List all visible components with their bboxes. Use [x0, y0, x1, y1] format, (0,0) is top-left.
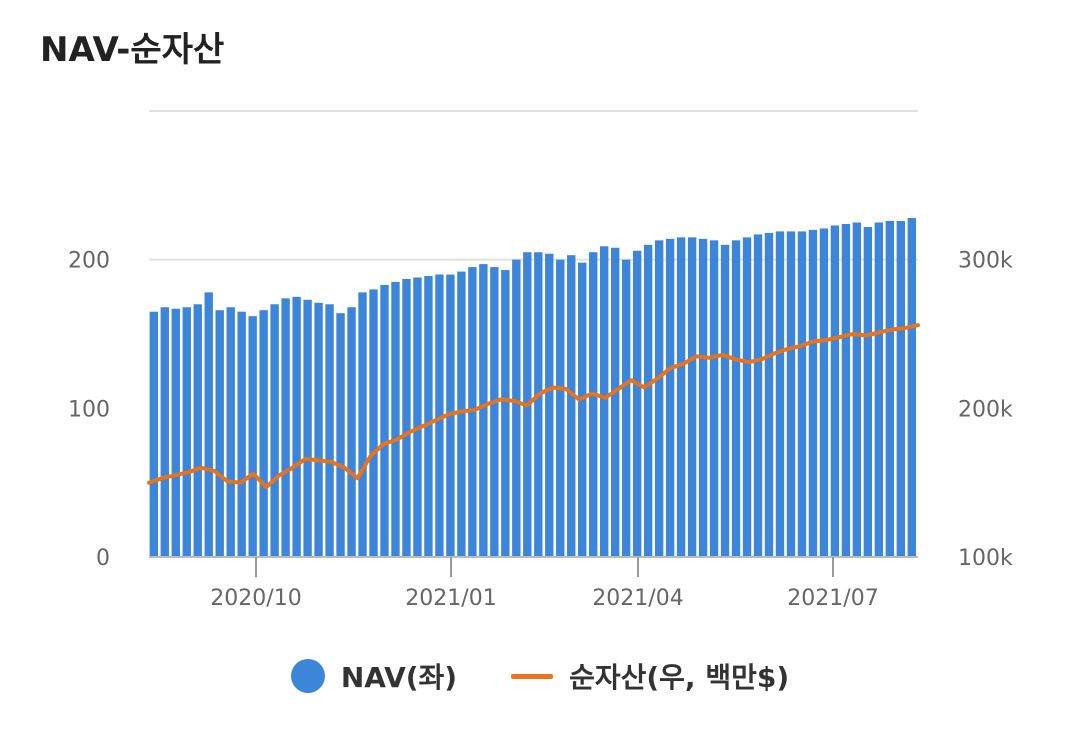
- nav-bar: [621, 259, 631, 557]
- nav-bar: [885, 221, 895, 557]
- nav-bar: [281, 298, 290, 557]
- x-tick-label: 2021/01: [405, 586, 496, 611]
- nav-bar: [841, 223, 851, 557]
- y-right-tick-label: 100k: [958, 546, 1013, 571]
- nav-bar: [600, 246, 609, 557]
- nav-bar: [490, 267, 499, 557]
- y-axis-left: 0 100 200: [68, 249, 110, 571]
- y-axis-right: 100k 200k 300k: [958, 249, 1013, 571]
- nav-bar: [182, 307, 191, 557]
- nav-bar: [556, 259, 565, 557]
- nav-bar: [676, 237, 686, 557]
- nav-bar: [852, 222, 862, 557]
- nav-bar: [611, 247, 620, 558]
- nav-bar: [248, 316, 257, 557]
- legend-dot-icon: [290, 659, 325, 693]
- nav-bar: [643, 244, 653, 558]
- assets-line-path: [147, 323, 920, 490]
- nav-bar: [720, 244, 730, 558]
- legend-label-assets: 순자산(우, 백만$): [569, 661, 790, 694]
- chart-title: NAV-순자산: [40, 30, 225, 70]
- nav-bar: [204, 292, 213, 557]
- y-left-tick-label: 200: [68, 249, 110, 274]
- y-left-tick-label: 0: [96, 546, 110, 571]
- nav-bar: [731, 240, 741, 557]
- nav-bar: [742, 237, 752, 557]
- nav-bar: [501, 270, 510, 557]
- nav-bar: [160, 307, 169, 557]
- nav-bar: [270, 304, 279, 557]
- nav-bar: [380, 284, 389, 557]
- nav-bar: [303, 299, 312, 557]
- nav-bar: [709, 240, 719, 557]
- nav-bar: [457, 271, 466, 557]
- nav-bar: [654, 240, 664, 557]
- nav-bar: [314, 302, 323, 557]
- x-axis: 2020/10 2021/01 2021/04 2021/07: [149, 556, 918, 611]
- y-right-tick-label: 300k: [958, 249, 1013, 274]
- nav-bar: [435, 274, 444, 557]
- nav-bar: [567, 255, 576, 557]
- x-tick-label: 2020/10: [210, 586, 301, 611]
- nav-bar: [358, 292, 367, 557]
- legend-label-nav: NAV(좌): [340, 661, 458, 694]
- legend-item-nav[interactable]: NAV(좌): [290, 656, 458, 696]
- chart-area: 2020/10 2021/01 2021/04 2021/07 0 100 200 100…: [68, 110, 1013, 611]
- nav-bar: [402, 278, 411, 557]
- nav-bars: [149, 218, 916, 558]
- nav-bar: [347, 307, 356, 557]
- legend: NAV(좌) 순자산(우, 백만$): [0, 652, 1080, 700]
- nav-bar: [237, 311, 246, 557]
- nav-bar: [369, 289, 378, 557]
- legend-item-assets[interactable]: 순자산(우, 백만$): [511, 656, 789, 696]
- nav-bar: [698, 238, 708, 557]
- nav-bar: [413, 277, 422, 557]
- x-tick-label: 2021/07: [787, 586, 878, 611]
- nav-bar: [578, 262, 587, 557]
- assets-line: [147, 323, 920, 490]
- legend-line-icon: [511, 673, 554, 679]
- nav-bar: [764, 232, 774, 557]
- nav-bar: [753, 234, 763, 558]
- nav-bar: [534, 252, 543, 557]
- nav-bar: [336, 313, 345, 557]
- nav-bar: [797, 231, 807, 558]
- nav-bar: [325, 304, 334, 557]
- nav-bar: [874, 222, 884, 557]
- nav-bar: [171, 308, 180, 557]
- nav-bar: [149, 311, 158, 557]
- nav-bar: [424, 276, 433, 557]
- nav-bar: [786, 231, 796, 558]
- nav-bar: [775, 231, 785, 558]
- nav-bar: [896, 221, 906, 557]
- nav-bar: [512, 259, 521, 557]
- nav-bar: [259, 310, 268, 557]
- nav-bar: [819, 228, 829, 558]
- nav-bar: [665, 238, 675, 557]
- nav-bar: [292, 296, 301, 557]
- nav-bar: [863, 226, 873, 557]
- nav-bar: [226, 307, 235, 557]
- nav-bar: [215, 310, 224, 557]
- y-left-tick-label: 100: [68, 397, 110, 422]
- nav-bar: [907, 218, 916, 558]
- nav-bar: [830, 225, 840, 557]
- nav-bar: [391, 281, 400, 557]
- nav-bar: [193, 304, 202, 557]
- y-right-tick-label: 200k: [958, 397, 1013, 422]
- nav-bar: [632, 250, 642, 557]
- nav-bar: [589, 252, 598, 557]
- nav-bar: [545, 253, 554, 557]
- nav-bar: [479, 264, 488, 557]
- x-tick-label: 2021/04: [592, 586, 683, 611]
- nav-bar: [808, 229, 818, 557]
- nav-bar: [687, 237, 697, 557]
